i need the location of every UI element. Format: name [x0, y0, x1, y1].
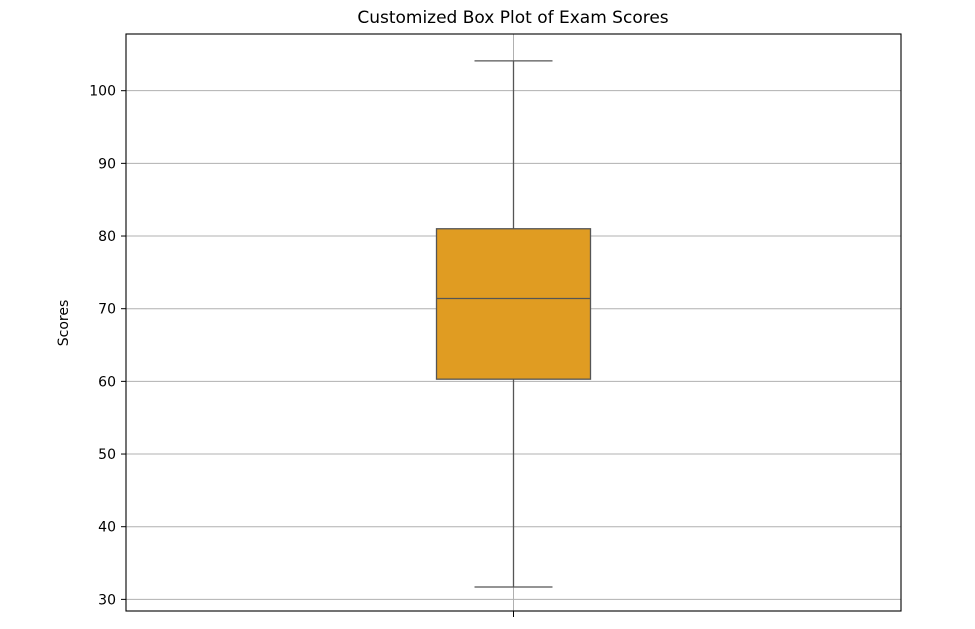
y-tick-label-50: 50 — [98, 447, 116, 463]
interquartile-box — [435, 228, 592, 380]
y-tick-label-80: 80 — [98, 229, 116, 245]
chart-title: Customized Box Plot of Exam Scores — [357, 8, 668, 28]
y-axis-label: Scores — [56, 300, 72, 347]
y-tick-label-60: 60 — [98, 374, 116, 390]
y-tick-label-100: 100 — [89, 84, 116, 100]
y-tick-label-30: 30 — [98, 592, 116, 608]
y-tick-label-40: 40 — [98, 520, 116, 536]
y-tick-label-70: 70 — [98, 302, 116, 318]
y-tick-label-90: 90 — [98, 156, 116, 172]
y-axis-ticks: 30 40 50 60 70 80 90 100 — [89, 84, 514, 617]
box-plot — [435, 60, 592, 588]
